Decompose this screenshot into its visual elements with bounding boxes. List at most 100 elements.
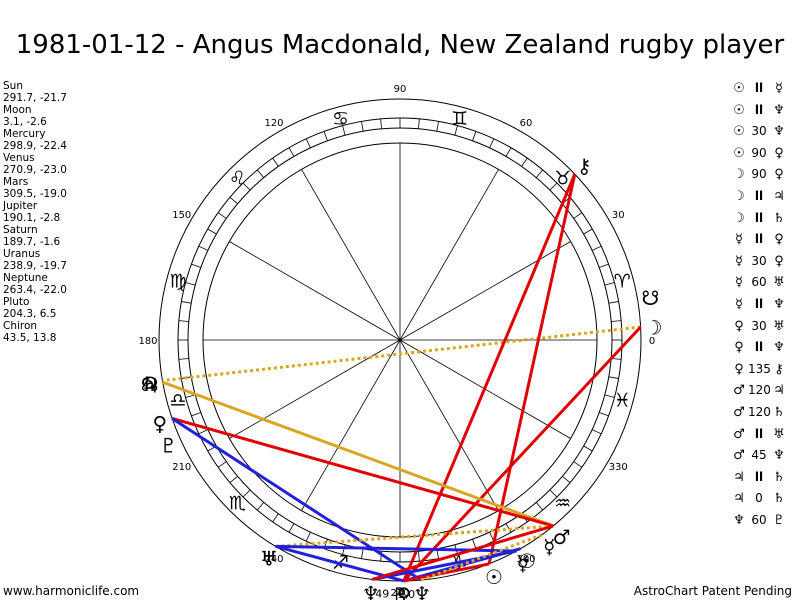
footer-patent-note: AstroChart Patent Pending <box>633 584 792 598</box>
aspect-planet-a: ♀ <box>734 318 744 334</box>
degree-label: 210 <box>172 462 191 473</box>
chart-title: 1981-01-12 - Angus Macdonald, New Zealan… <box>15 30 785 60</box>
aspect-row: ☿ 60 ♅ <box>730 272 788 294</box>
degree-tick <box>288 147 295 157</box>
aspect-line-gold <box>162 380 554 528</box>
planet-name: Chiron <box>3 320 38 332</box>
aspect-symbol: ll <box>754 426 764 441</box>
aspect-symbol: ll <box>754 469 764 484</box>
degree-label: 270 <box>390 588 409 599</box>
house-spoke <box>301 339 401 511</box>
degree-tick <box>342 125 346 136</box>
degree-tick <box>436 121 439 132</box>
degree-tick <box>454 125 458 136</box>
degree-tick <box>535 169 544 178</box>
aspect-row: ♂ 120 ♄ <box>730 402 788 424</box>
degree-tick <box>521 157 528 167</box>
degree-tick <box>573 212 583 219</box>
aspect-planet-a: ♃ <box>733 491 745 507</box>
degree-tick <box>472 539 477 549</box>
degree-tick <box>288 523 295 533</box>
planet-chiron-icon: ⚷ <box>577 154 592 178</box>
south-node-icon: ☋ <box>641 286 659 310</box>
aspect-planet-a: ♂ <box>733 448 745 464</box>
degree-tick <box>185 282 196 286</box>
aspect-symbol: 90 <box>751 145 767 160</box>
planet-coordinates: 43.5, 13.8 <box>3 332 57 344</box>
aspect-planet-a: ☉ <box>733 124 745 140</box>
footer-website[interactable]: www.harmoniclife.com <box>3 584 140 598</box>
planet-mars-icon: ♂ <box>553 525 571 549</box>
planet-position-jupiter: Jupiter 190.1, -2.8 <box>3 200 67 224</box>
planet-position-venus: Venus 270.9, -23.0 <box>3 152 67 176</box>
sign-aries-icon: ♈ <box>614 270 631 292</box>
degree-tick <box>361 548 364 559</box>
sign-virgo-icon: ♍ <box>169 270 186 292</box>
planet-coordinates: 263.4, -22.0 <box>3 284 67 296</box>
sign-scorpio-icon: ♏ <box>229 493 246 515</box>
degree-tick <box>611 320 622 322</box>
aspect-row: ☽ 90 ♀ <box>730 164 788 186</box>
aspect-planet-b: ♀ <box>774 145 784 161</box>
aspect-symbol: 30 <box>751 124 767 139</box>
aspect-line-red <box>403 562 490 583</box>
aspect-planet-a: ♂ <box>733 383 745 399</box>
aspect-row: ♀ ll ♆ <box>730 337 788 359</box>
degree-tick <box>272 513 279 523</box>
aspect-planet-a: ☿ <box>735 275 743 291</box>
aspect-planet-a: ☿ <box>735 253 743 269</box>
planet-name: Jupiter <box>3 200 38 212</box>
degree-tick <box>418 551 420 562</box>
aspect-planet-b: ♆ <box>773 124 785 140</box>
aspect-planet-b: ♆ <box>773 296 785 312</box>
sign-taurus-icon: ♉ <box>554 167 571 189</box>
aspect-symbol: ll <box>754 188 764 203</box>
planet-coordinates: 3.1, -2.6 <box>3 116 47 128</box>
degree-tick <box>191 263 201 268</box>
house-spoke <box>229 339 401 439</box>
aspect-list: ☉ ll ☿ ☉ ll ♆ ☉ 30 ♆ ☉ 90 ♀ ☽ 90 ♀ ☽ ll ♃ ☽ ll ♄ ☿ ll ♀ ☿ 30 ♀ ☿ 60 ♅… <box>730 78 788 531</box>
sign-cancer-icon: ♋ <box>332 108 349 130</box>
planet-jupiter-icon: ♃ <box>141 374 159 398</box>
aspect-planet-b: ♅ <box>773 318 785 334</box>
aspect-planet-a: ♂ <box>733 426 745 442</box>
degree-tick <box>549 182 558 191</box>
aspect-planet-a: ☉ <box>733 145 745 161</box>
degree-tick <box>178 358 189 360</box>
degree-tick <box>229 196 238 205</box>
aspect-symbol: ll <box>754 102 764 117</box>
degree-tick <box>256 502 265 511</box>
aspect-planet-b: ⚷ <box>774 361 784 377</box>
planet-name: Mercury <box>3 128 46 140</box>
planet-venus-icon: ♀ <box>397 583 412 600</box>
aspect-row: ☿ ll ♆ <box>730 294 788 316</box>
degree-label: 240 <box>264 554 283 565</box>
aspect-planet-a: ♂ <box>733 404 745 420</box>
aspect-planet-b: ♀ <box>774 253 784 269</box>
house-spoke <box>399 169 499 341</box>
aspect-row: ♂ 45 ♆ <box>730 445 788 467</box>
aspect-symbol: ll <box>754 296 764 311</box>
planet-coordinates: 189.7, -1.6 <box>3 236 61 248</box>
degree-tick <box>562 475 571 484</box>
planet-position-pluto: Pluto 204.3, 6.5 <box>3 296 67 320</box>
degree-label: 90 <box>394 84 407 95</box>
planet-coordinates: 298.9, -22.4 <box>3 140 67 152</box>
planet-saturn-icon: ♄ <box>141 372 159 396</box>
degree-tick <box>198 429 209 435</box>
aspect-symbol: 90 <box>751 167 767 182</box>
planet-mercury-icon: ☿ <box>517 551 529 575</box>
planet-positions-list: Sun 291.7, -21.7 Moon 3.1, -2.6 Mercury 298.9… <box>3 80 67 344</box>
aspect-row: ☽ ll ♄ <box>730 208 788 230</box>
planet-moon-icon: ☽ <box>645 315 663 339</box>
degree-tick <box>217 461 227 468</box>
planet-coordinates: 204.3, 6.5 <box>3 308 57 320</box>
mercury-mirror-icon: ☿ <box>543 534 555 558</box>
degree-tick <box>191 412 201 417</box>
aspect-symbol: 30 <box>751 318 767 333</box>
house-spoke <box>229 241 401 341</box>
degree-label: 180 <box>138 336 157 347</box>
aspect-symbol: 60 <box>751 275 767 290</box>
degree-tick <box>505 147 512 157</box>
aspect-planet-a: ☉ <box>733 102 745 118</box>
